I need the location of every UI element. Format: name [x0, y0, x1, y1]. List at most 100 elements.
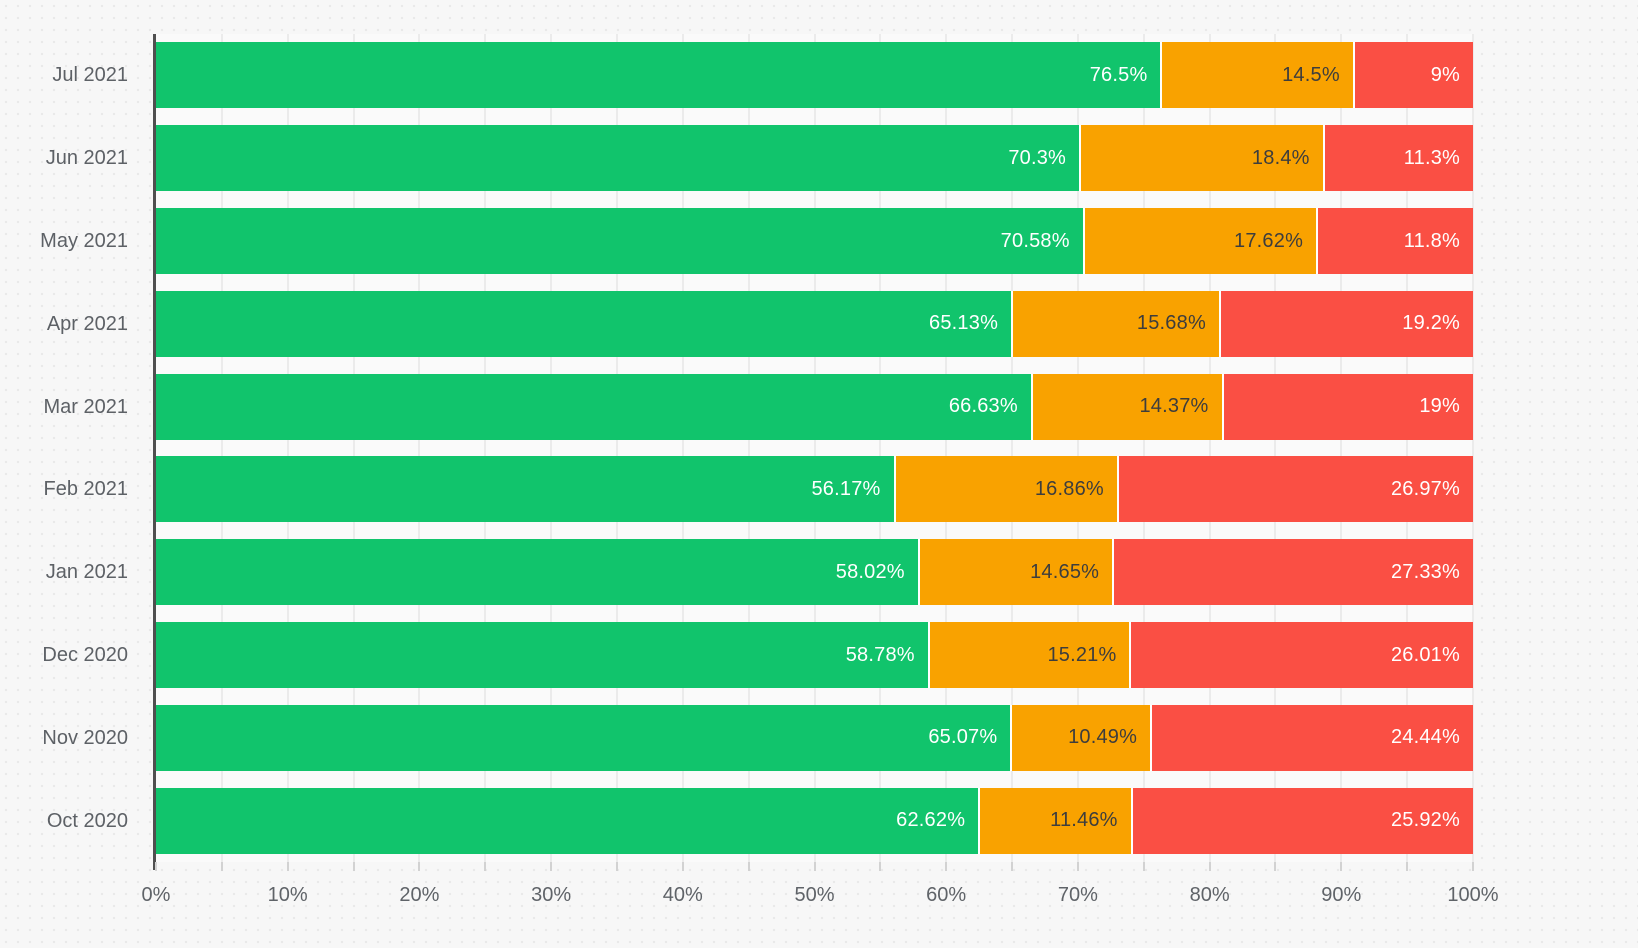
bar-segment-red[interactable]: 26.01% — [1129, 622, 1473, 688]
bar-segment-green[interactable]: 58.02% — [156, 539, 918, 606]
bar-row: 56.17% 16.86% 26.97% — [156, 456, 1473, 523]
bar-segment-label: 15.68% — [1136, 312, 1206, 335]
bar-segment-label: 62.62% — [896, 809, 966, 832]
bar-segment-green[interactable]: 70.3% — [156, 125, 1080, 192]
gridline — [1011, 34, 1014, 862]
bar-segment-orange[interactable]: 18.4% — [1079, 125, 1323, 192]
x-axis-tick — [352, 862, 355, 871]
gridline — [615, 34, 618, 862]
gridline — [352, 34, 355, 862]
gridline — [220, 34, 223, 862]
bar-segment-orange[interactable]: 14.37% — [1030, 373, 1222, 440]
bar-segment-label: 11.46% — [1050, 809, 1118, 832]
bar-segment-green[interactable]: 62.62% — [156, 787, 979, 854]
bar-segment-label: 14.5% — [1282, 63, 1340, 86]
bar-row: 65.13% 15.68% 19.2% — [156, 290, 1474, 357]
bar-segment-green[interactable]: 66.63% — [156, 373, 1031, 440]
bar-segment-red[interactable]: 11.8% — [1316, 208, 1473, 274]
gridline — [418, 34, 421, 862]
bar-row: 62.62% 11.46% 25.92% — [156, 787, 1473, 854]
x-axis-tick-label: 50% — [794, 884, 835, 906]
y-axis-label: Jun 2021 — [45, 147, 128, 170]
bar-segment-label: 9% — [1430, 63, 1460, 86]
bar-segment-red[interactable]: 27.33% — [1112, 539, 1473, 606]
x-axis-tick — [615, 862, 618, 871]
bar-segment-label: 17.62% — [1234, 229, 1304, 252]
x-axis-tick — [1208, 862, 1211, 871]
y-axis-label: Apr 2021 — [46, 312, 128, 335]
bar-segment-label: 19.2% — [1402, 312, 1461, 335]
bar-segment-label: 66.63% — [948, 395, 1018, 418]
bar-row: 65.07% 10.49% 24.44% — [156, 704, 1473, 771]
bar-segment-label: 11.3% — [1403, 146, 1461, 169]
bar-segment-orange[interactable]: 15.68% — [1011, 290, 1219, 357]
x-axis-tick — [747, 862, 750, 871]
x-axis-tick-label: 90% — [1321, 884, 1362, 906]
x-axis-tick — [155, 862, 157, 871]
bar-segment-orange[interactable]: 16.86% — [893, 456, 1117, 523]
bar-segment-label: 27.33% — [1390, 560, 1460, 583]
bar-segment-label: 58.78% — [845, 643, 915, 666]
x-axis-tick — [813, 862, 816, 871]
bar-segment-label: 56.17% — [811, 477, 881, 500]
bar-segment-label: 10.49% — [1068, 726, 1138, 749]
x-axis-tick — [286, 862, 289, 871]
gridline — [879, 34, 882, 862]
bar-segment-green[interactable]: 76.5% — [156, 42, 1161, 109]
bar-segment-orange[interactable]: 15.21% — [927, 622, 1130, 688]
bar-segment-red[interactable]: 19.2% — [1218, 290, 1474, 357]
gridline — [945, 34, 948, 862]
bar-segment-label: 24.44% — [1390, 726, 1460, 749]
gridline — [1142, 34, 1145, 862]
bar-segment-orange[interactable]: 14.65% — [917, 539, 1113, 606]
gridline — [1340, 34, 1343, 862]
bar-segment-orange[interactable]: 14.5% — [1160, 42, 1353, 109]
bar-segment-green[interactable]: 65.13% — [156, 290, 1012, 357]
y-axis-label: Feb 2021 — [43, 478, 128, 501]
bar-segment-label: 18.4% — [1251, 146, 1310, 169]
x-axis-tick-label: 0% — [141, 884, 171, 906]
bar-segment-orange[interactable]: 11.46% — [978, 787, 1131, 854]
bar-segment-label: 70.3% — [1008, 146, 1067, 169]
bar-row: 76.5% 14.5% 9% — [156, 42, 1473, 109]
gridline — [1274, 34, 1277, 862]
bar-segment-label: 58.02% — [835, 560, 905, 583]
gridline — [1076, 34, 1079, 862]
bar-segment-orange[interactable]: 10.49% — [1010, 704, 1151, 771]
x-axis-tick — [1472, 862, 1474, 871]
bar-segment-red[interactable]: 9% — [1352, 42, 1473, 109]
gridline — [681, 34, 684, 862]
bar-segment-green[interactable]: 70.58% — [156, 208, 1083, 274]
bar-segment-orange[interactable]: 17.62% — [1082, 208, 1317, 274]
bar-segment-red[interactable]: 26.97% — [1116, 456, 1473, 523]
bar-segment-red[interactable]: 24.44% — [1150, 704, 1473, 771]
x-axis-tick — [418, 862, 421, 871]
gridline — [550, 34, 553, 862]
bar-segment-green[interactable]: 58.78% — [156, 622, 928, 688]
x-axis-tick — [484, 862, 487, 871]
gridline — [1208, 34, 1211, 862]
bar-segment-label: 16.86% — [1034, 477, 1104, 500]
y-axis-label: May 2021 — [40, 230, 128, 252]
bar-segment-green[interactable]: 56.17% — [156, 456, 894, 523]
bar-segment-label: 25.92% — [1390, 809, 1460, 832]
x-axis-tick-label: 30% — [531, 884, 572, 906]
y-axis-label: Nov 2020 — [42, 726, 128, 749]
bar-segment-red[interactable]: 25.92% — [1130, 787, 1473, 854]
x-axis-tick — [550, 862, 553, 871]
gridline — [813, 34, 816, 862]
gridline — [1406, 34, 1409, 862]
bar-segment-label: 65.07% — [928, 726, 998, 749]
x-axis-tick — [945, 862, 948, 871]
bar-segment-green[interactable]: 65.07% — [156, 704, 1011, 771]
bar-segment-label: 14.65% — [1030, 560, 1100, 583]
gridline — [484, 34, 487, 862]
bar-row: 66.63% 14.37% 19% — [156, 373, 1473, 440]
x-axis-tick — [1340, 862, 1343, 871]
bar-segment-red[interactable]: 19% — [1221, 373, 1473, 440]
bar-row: 70.3% 18.4% 11.3% — [156, 125, 1474, 192]
x-axis-tick — [1011, 862, 1014, 871]
bar-segment-red[interactable]: 11.3% — [1322, 125, 1474, 192]
bar-segment-label: 26.01% — [1390, 643, 1460, 666]
bar-row: 58.02% 14.65% 27.33% — [156, 539, 1473, 606]
